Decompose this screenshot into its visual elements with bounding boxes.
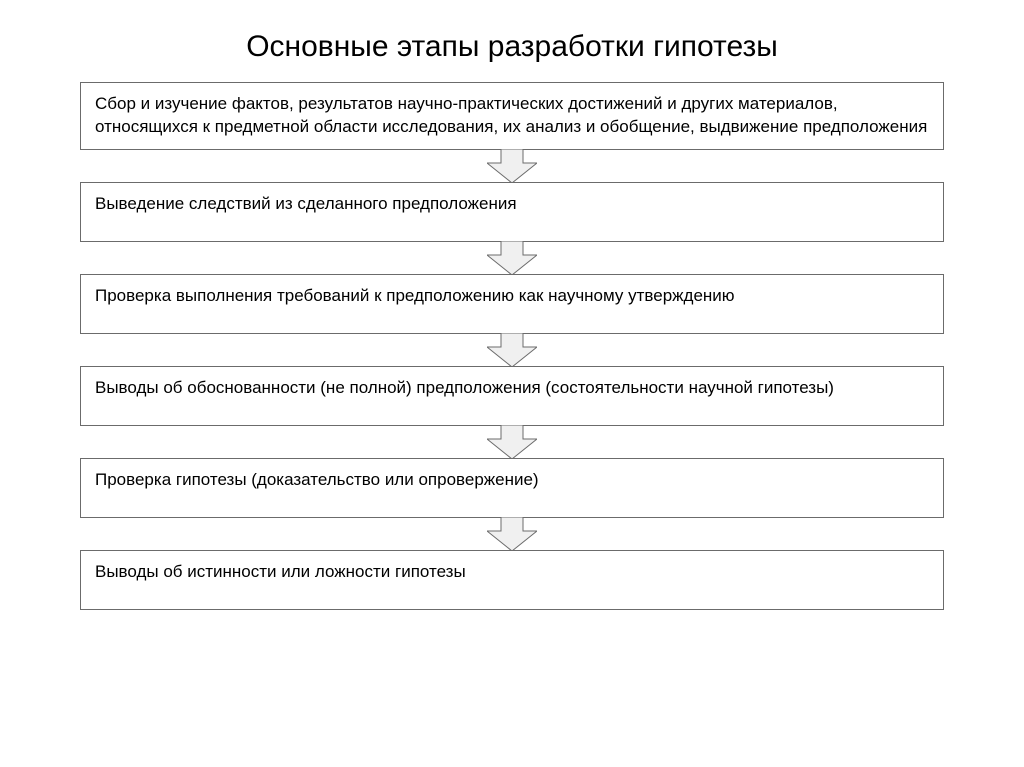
page-title: Основные этапы разработки гипотезы [80,30,944,64]
step-text-5: Проверка гипотезы (доказательство или оп… [95,469,539,492]
down-arrow-icon [487,517,537,551]
step-text-3: Проверка выполнения требований к предпол… [95,285,735,308]
step-text-6: Выводы об истинности или ложности гипоте… [95,561,466,584]
down-arrow-icon [487,241,537,275]
step-box-3: Проверка выполнения требований к предпол… [80,274,944,334]
step-text-4: Выводы об обоснованности (не полной) пре… [95,377,834,400]
arrow-2 [80,241,944,275]
step-text-1: Сбор и изучение фактов, результатов науч… [95,93,929,139]
step-box-4: Выводы об обоснованности (не полной) пре… [80,366,944,426]
down-arrow-icon [487,333,537,367]
down-arrow-icon [487,149,537,183]
arrow-3 [80,333,944,367]
arrow-5 [80,517,944,551]
arrow-1 [80,149,944,183]
step-box-5: Проверка гипотезы (доказательство или оп… [80,458,944,518]
down-arrow-icon [487,425,537,459]
step-box-6: Выводы об истинности или ложности гипоте… [80,550,944,610]
flowchart: Сбор и изучение фактов, результатов науч… [80,82,944,610]
step-text-2: Выведение следствий из сделанного предпо… [95,193,517,216]
page-root: Основные этапы разработки гипотезы Сбор … [0,0,1024,767]
step-box-1: Сбор и изучение фактов, результатов науч… [80,82,944,150]
step-box-2: Выведение следствий из сделанного предпо… [80,182,944,242]
arrow-4 [80,425,944,459]
